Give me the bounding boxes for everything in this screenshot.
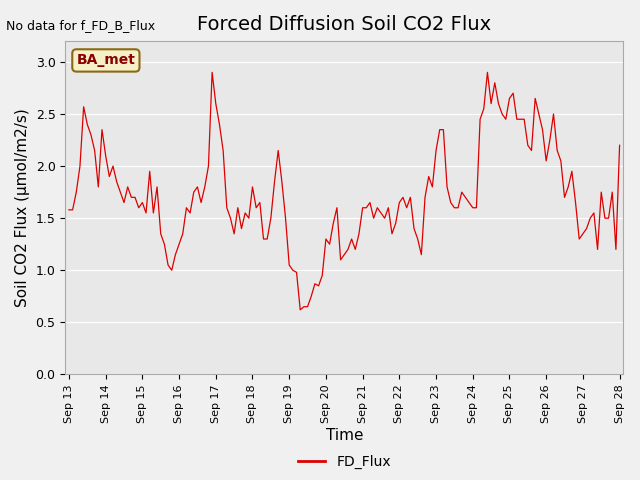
- Title: Forced Diffusion Soil CO2 Flux: Forced Diffusion Soil CO2 Flux: [197, 15, 492, 34]
- Text: BA_met: BA_met: [76, 53, 135, 68]
- Legend: FD_Flux: FD_Flux: [292, 449, 397, 474]
- Y-axis label: Soil CO2 Flux (μmol/m2/s): Soil CO2 Flux (μmol/m2/s): [15, 108, 30, 307]
- Text: No data for f_FD_B_Flux: No data for f_FD_B_Flux: [6, 19, 156, 32]
- X-axis label: Time: Time: [326, 429, 363, 444]
